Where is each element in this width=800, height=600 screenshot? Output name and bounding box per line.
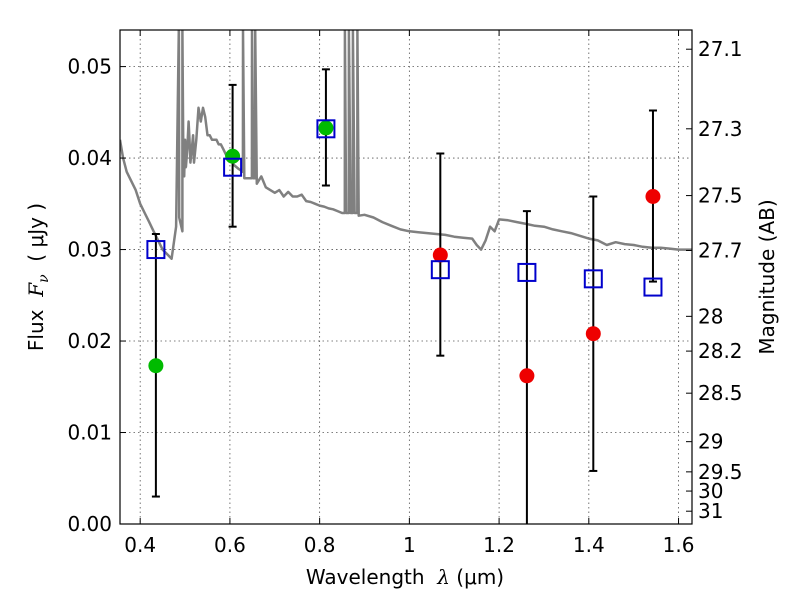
data-point-red [585,326,601,342]
markers-layer [146,119,663,384]
y2-axis-label: Magnitude (AB) [755,199,779,354]
ticks-layer: 0.4 0.6 0.8 1 1.2 1.4 1.6 0.00 0.01 0.02 0.03 0.04 0… [67,30,743,557]
y2-tick-label: 29.5 [698,460,743,484]
y-axis-label: Flux Fν ( μJy ) [24,203,52,351]
data-point-green [318,120,334,136]
y-axis-symbol: F [24,282,48,298]
y-tick-label: 0.03 [67,238,112,262]
data-point-red [519,368,535,384]
y2-tick-label: 28.2 [698,339,743,363]
x-tick-label: 0.6 [214,533,246,557]
y2-tick-label: 27.7 [698,238,743,262]
x-axis-label: Wavelength λ (μm) [306,565,504,589]
model-photometry-square [517,262,537,282]
y2-tick-label: 31 [698,499,723,523]
y2-tick-label: 27.3 [698,117,743,141]
x-tick-label: 1 [403,533,416,557]
model-photometry-square [223,157,243,177]
plot-background [120,30,692,524]
y-tick-label: 0.02 [67,329,112,353]
x-tick-label: 1.2 [483,533,515,557]
model-photometry-square [643,277,663,297]
model-photometry-square [146,240,166,260]
y2-tick-label: 27.5 [698,184,743,208]
y-tick-label: 0.04 [67,146,112,170]
x-axis-symbol: λ [436,565,450,589]
data-point-green [225,148,241,164]
model-spectrum-layer [120,30,692,260]
data-point-red [645,188,661,204]
y-tick-label: 0.01 [67,421,112,445]
y-tick-label: 0.00 [67,512,112,536]
y-tick-label: 0.05 [67,55,112,79]
x-tick-label: 1.6 [663,533,695,557]
y2-tick-label: 29 [698,430,723,454]
model-spectrum-line [120,30,692,260]
y2-tick-label: 28.5 [698,381,743,405]
model-photometry-square [430,260,450,280]
y-axis-subscript: ν [36,274,52,283]
model-photometry-square [316,119,336,139]
model-photometry-square [583,269,603,289]
x-tick-label: 0.4 [124,533,156,557]
grid [120,30,692,524]
x-tick-label: 1.4 [573,533,605,557]
y2-tick-label: 30 [698,479,723,503]
data-point-red [432,247,448,263]
x-tick-label: 0.8 [304,533,336,557]
y2-tick-label: 27.1 [698,37,743,61]
y2-tick-label: 28 [698,304,723,328]
data-point-green [148,358,164,374]
plot-frame [119,29,693,525]
